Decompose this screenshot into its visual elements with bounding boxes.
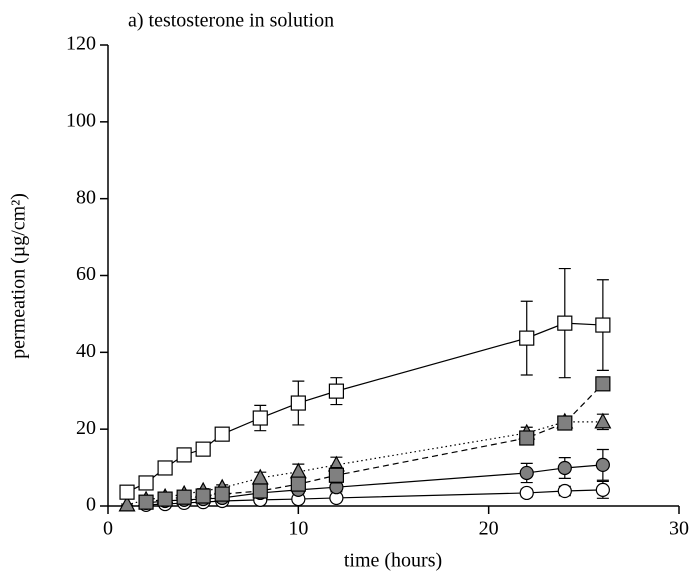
data-point (214, 486, 230, 502)
x-tick-label: 10 (288, 518, 308, 540)
x-tick-label: 0 (103, 518, 113, 540)
series-line (126, 322, 603, 493)
data-point (195, 441, 211, 457)
data-point (519, 465, 534, 481)
x-tick-label: 30 (669, 518, 689, 540)
data-point (328, 383, 344, 399)
data-point (595, 457, 610, 472)
data-point (289, 462, 307, 479)
chart-title: a) testosterone in solution (128, 10, 334, 32)
y-axis-label: permeation (µg/cm²) (8, 193, 30, 359)
data-point (138, 475, 154, 491)
y-tick-label: 120 (66, 33, 96, 55)
y-tick-label: 100 (66, 109, 96, 131)
data-point (176, 489, 192, 505)
y-tick-label: 60 (76, 263, 96, 285)
data-point (290, 476, 306, 492)
data-point (119, 484, 135, 500)
data-point (138, 494, 154, 510)
y-tick-label: 0 (86, 494, 96, 516)
data-point (519, 485, 534, 501)
data-point (157, 460, 173, 476)
data-point (595, 317, 611, 333)
data-point (557, 315, 573, 331)
data-point (557, 415, 573, 431)
data-point (519, 330, 535, 346)
data-point (252, 410, 268, 426)
data-point (195, 488, 211, 504)
y-tick-label: 80 (76, 186, 96, 208)
data-point (157, 491, 173, 507)
x-axis-label: time (hours) (344, 550, 442, 572)
data-point (176, 447, 192, 463)
data-point (595, 482, 610, 497)
data-point (519, 430, 535, 446)
series-line (146, 489, 603, 506)
data-point (290, 395, 306, 411)
data-point (557, 483, 572, 499)
x-tick-label: 20 (479, 518, 499, 540)
data-point (594, 412, 612, 429)
data-point (328, 467, 344, 483)
y-tick-label: 40 (76, 340, 96, 362)
y-tick-label: 20 (76, 417, 96, 439)
data-point (118, 495, 136, 512)
data-point (214, 426, 230, 442)
data-point (595, 376, 611, 392)
data-point (557, 460, 572, 476)
data-point (252, 483, 268, 499)
